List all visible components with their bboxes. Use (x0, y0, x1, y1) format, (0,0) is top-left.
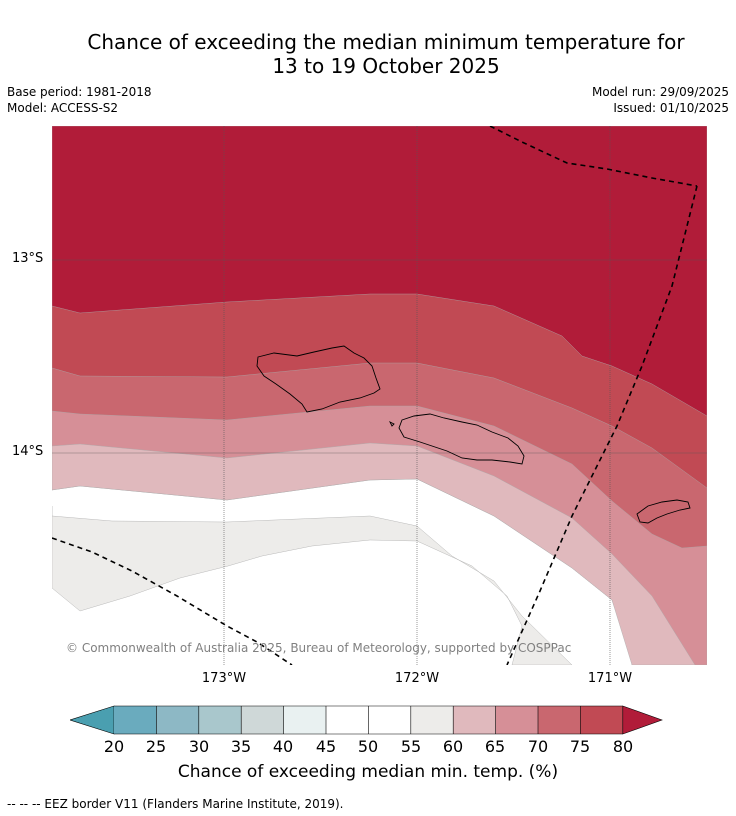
meta-left: Base period: 1981-2018 Model: ACCESS-S2 (7, 84, 152, 116)
lon-label-172w: 172°W (394, 671, 440, 686)
band-over-80 (52, 126, 707, 417)
manono-island (388, 420, 395, 427)
cb-tick: 35 (230, 737, 252, 756)
colorbar-70-75 (538, 706, 581, 734)
colorbar-65-70 (495, 706, 538, 734)
meta-right: Model run: 29/09/2025 Issued: 01/10/2025 (592, 84, 729, 116)
colorbar-50-55 (368, 706, 411, 734)
colorbar-30-35 (198, 706, 242, 734)
copyright-text: © Commonwealth of Australia 2025, Bureau… (66, 641, 572, 655)
cb-tick: 55 (400, 737, 422, 756)
upolu-island (398, 413, 525, 465)
tutuila-island (636, 499, 691, 524)
cb-tick: 60 (442, 737, 464, 756)
colorbar-60-65 (453, 706, 496, 734)
cb-tick: 70 (527, 737, 549, 756)
colorbar-ticks: 20 25 30 35 40 45 50 55 60 65 70 75 80 (0, 737, 736, 757)
colorbar (69, 703, 666, 741)
cb-tick: 75 (569, 737, 591, 756)
forecast-map (52, 126, 707, 665)
cb-tick: 40 (272, 737, 294, 756)
colorbar-25-30 (156, 706, 199, 734)
savaii-island (256, 345, 381, 413)
model-run: Model run: 29/09/2025 (591, 85, 729, 99)
eez-legend: -- -- -- EEZ border V11 (Flanders Marine… (7, 797, 344, 811)
cb-tick: 45 (315, 737, 337, 756)
title-line-1: Chance of exceeding the median minimum t… (87, 30, 685, 54)
cb-tick: 30 (188, 737, 210, 756)
colorbar-20-25 (114, 706, 157, 734)
issued-date: Issued: 01/10/2025 (613, 101, 729, 115)
chart-title: Chance of exceeding the median minimum t… (30, 30, 736, 78)
lon-label-173w: 173°W (201, 671, 247, 686)
colorbar-label: Chance of exceeding median min. temp. (%… (177, 762, 559, 782)
colorbar-under (69, 705, 115, 735)
title-line-2: 13 to 19 October 2025 (272, 54, 500, 78)
cb-tick: 20 (103, 737, 125, 756)
colorbar-55-60 (410, 706, 454, 734)
eez-borders (52, 126, 698, 665)
colorbar-35-40 (241, 706, 284, 734)
cb-tick: 50 (357, 737, 379, 756)
colorbar-75-80 (580, 706, 623, 734)
cb-tick: 25 (145, 737, 167, 756)
base-period: Base period: 1981-2018 (7, 85, 152, 99)
lat-label-13s: 13°S (12, 251, 44, 266)
colorbar-over (622, 705, 663, 735)
cb-tick: 65 (484, 737, 506, 756)
colorbar-40-45 (283, 706, 326, 734)
colorbar-45-50 (326, 706, 369, 734)
island-outlines (256, 345, 691, 524)
lon-label-171w: 171°W (587, 671, 633, 686)
lat-gridlines (52, 259, 707, 454)
cb-tick: 80 (612, 737, 634, 756)
band-55-60-lobe (52, 506, 573, 665)
lat-label-14s: 14°S (12, 444, 44, 459)
model-name: Model: ACCESS-S2 (7, 101, 119, 115)
